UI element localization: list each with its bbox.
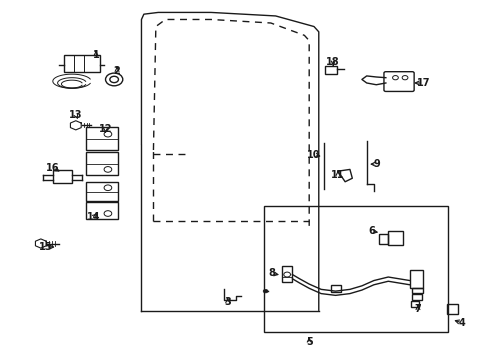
Bar xyxy=(86,182,117,201)
Text: 18: 18 xyxy=(325,57,339,67)
Bar xyxy=(410,301,419,307)
Bar xyxy=(86,202,117,219)
Text: 7: 7 xyxy=(414,304,421,314)
Bar xyxy=(325,66,336,74)
Bar xyxy=(330,285,341,292)
Bar xyxy=(409,270,423,288)
Bar xyxy=(263,207,447,332)
Bar xyxy=(411,288,422,293)
Circle shape xyxy=(263,289,267,293)
Text: 9: 9 xyxy=(373,159,379,169)
Bar xyxy=(387,231,402,245)
Text: 3: 3 xyxy=(224,297,231,307)
Text: 13: 13 xyxy=(69,110,82,120)
Text: 12: 12 xyxy=(99,124,112,134)
Text: 2: 2 xyxy=(113,66,120,76)
Bar xyxy=(53,170,72,183)
Text: 1: 1 xyxy=(92,50,99,60)
Text: 11: 11 xyxy=(330,170,344,180)
Bar xyxy=(447,304,457,314)
Bar xyxy=(86,152,117,175)
Bar xyxy=(281,266,292,282)
Text: 17: 17 xyxy=(416,78,429,88)
Text: 5: 5 xyxy=(305,337,312,347)
Bar xyxy=(378,234,387,243)
Bar xyxy=(411,294,421,300)
Text: 10: 10 xyxy=(306,150,320,159)
Bar xyxy=(86,127,117,150)
Text: 4: 4 xyxy=(458,318,465,328)
Bar xyxy=(63,55,100,72)
Text: 14: 14 xyxy=(86,212,100,222)
Text: 8: 8 xyxy=(268,269,275,279)
Text: 6: 6 xyxy=(367,226,374,236)
Text: 15: 15 xyxy=(39,242,52,252)
Text: 16: 16 xyxy=(46,163,60,173)
